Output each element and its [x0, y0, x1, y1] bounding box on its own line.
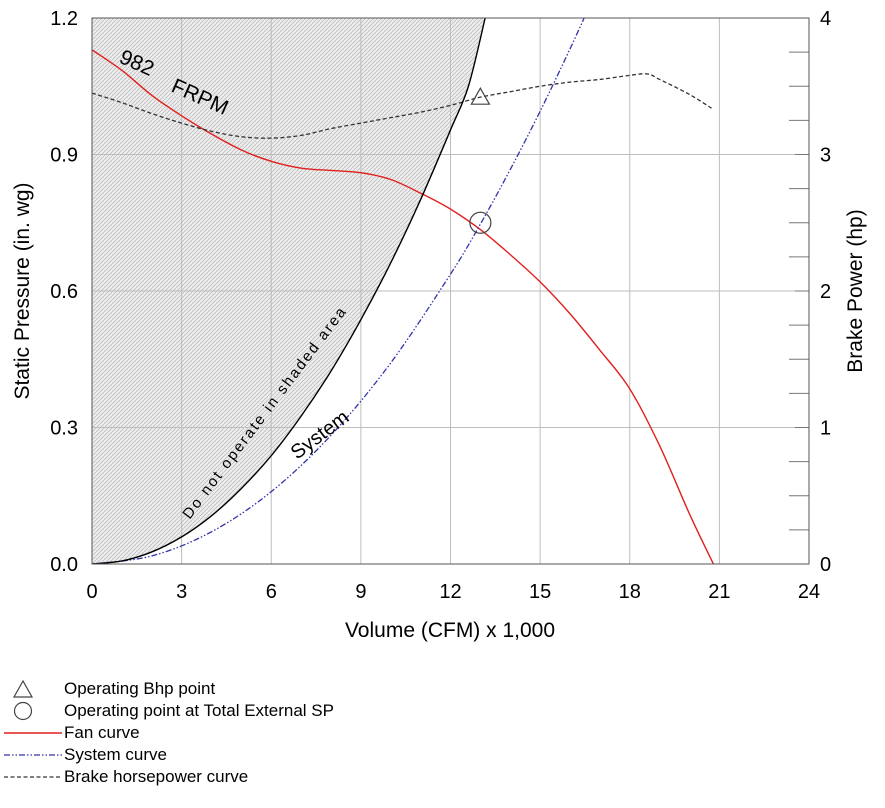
legend-label: Operating point at Total External SP [64, 701, 334, 720]
x-tick-labels: 0 3 6 9 12 15 18 21 24 [86, 581, 820, 603]
operating-point-marker [469, 211, 492, 234]
y-tick-label: 0.3 [50, 418, 78, 440]
x-tick-label: 24 [798, 581, 820, 603]
x-tick-label: 18 [619, 581, 641, 603]
legend-item-operating-point: Operating point at Total External SP [0, 700, 520, 722]
do-not-operate-boundary-line [92, 18, 486, 564]
legend-item-fan-curve: Fan curve [0, 722, 520, 744]
x-tick-label: 6 [266, 581, 277, 603]
legend-label: Operating Bhp point [64, 679, 216, 698]
x-tick-label: 3 [176, 581, 187, 603]
y-left-tick-labels: 0.0 0.3 0.6 0.9 1.2 [50, 8, 78, 576]
x-tick-label: 15 [529, 581, 551, 603]
grid-lines [92, 18, 809, 564]
legend-label: Brake horsepower curve [64, 767, 249, 786]
system-curve-line [92, 18, 585, 564]
operating-bhp-point-marker [470, 86, 491, 105]
y2-axis-title: Brake Power (hp) [844, 209, 867, 372]
y-tick-label: 0.9 [50, 145, 78, 167]
y-tick-label: 0.0 [50, 554, 78, 576]
legend-item-bhp-curve: Brake horsepower curve [0, 766, 520, 788]
markers-layer [469, 86, 492, 234]
legend-label: Fan curve [64, 723, 140, 742]
circle-icon [13, 701, 33, 721]
fan-curve-line [92, 49, 715, 564]
legend-label: System curve [64, 745, 167, 764]
x-axis-title: Volume (CFM) x 1,000 [345, 619, 555, 642]
right-axis-minor-ticks [789, 17, 809, 565]
x-tick-label: 12 [439, 581, 461, 603]
y-right-tick-labels: 0 1 2 3 4 [820, 8, 831, 576]
legend-item-system-curve: System curve [0, 744, 520, 766]
y-tick-label: 1.2 [50, 8, 78, 30]
y2-tick-label: 0 [820, 554, 831, 576]
series-layer [92, 18, 715, 564]
x-tick-label: 9 [355, 581, 366, 603]
y2-tick-label: 1 [820, 418, 831, 440]
blue-dashdot-line-icon [4, 754, 62, 756]
y2-tick-label: 4 [820, 8, 831, 30]
plot-frame [91, 17, 810, 565]
legend-item-bhp-point: Operating Bhp point [0, 678, 520, 700]
x-tick-label: 0 [86, 581, 97, 603]
y2-tick-label: 2 [820, 281, 831, 303]
y-axis-title: Static Pressure (in. wg) [11, 182, 34, 399]
black-dashed-line-icon [4, 776, 62, 778]
y2-tick-label: 3 [820, 145, 831, 167]
y-tick-label: 0.6 [50, 281, 78, 303]
x-tick-label: 21 [708, 581, 730, 603]
triangle-icon [12, 679, 34, 698]
red-line-icon [4, 732, 62, 734]
legend: Operating Bhp point Operating point at T… [0, 678, 520, 788]
